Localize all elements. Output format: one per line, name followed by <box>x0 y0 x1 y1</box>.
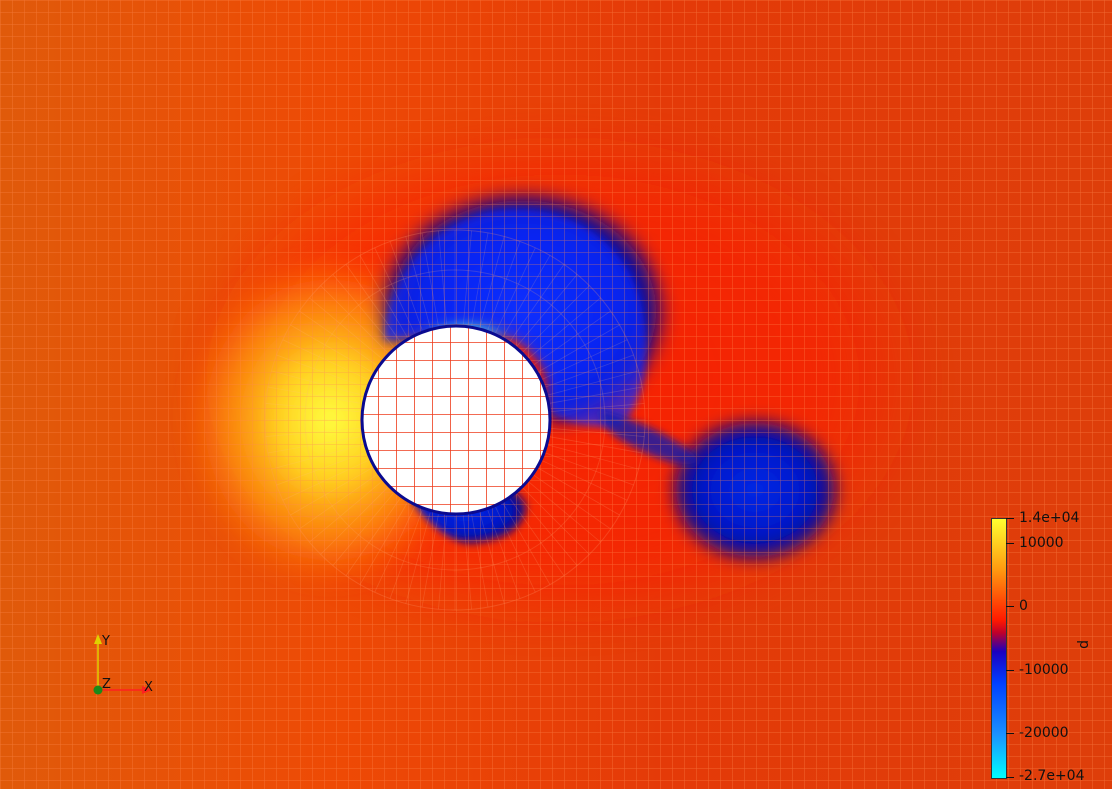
cylinder-obstacle <box>360 324 552 516</box>
pressure-colorbar <box>991 518 1007 779</box>
y-axis-label: Y <box>101 634 110 649</box>
x-axis-label: X <box>144 680 153 695</box>
y-axis-arrow <box>94 634 102 644</box>
colorbar-tick <box>1006 543 1014 544</box>
colorbar-tick <box>1006 733 1014 734</box>
colorbar-end-tick <box>1006 518 1014 519</box>
orientation-axes: Y Z X <box>93 634 153 695</box>
colorbar-max-label: 1.4e+04 <box>1019 510 1080 526</box>
colorbar-tick-label: 0 <box>1019 598 1028 614</box>
z-axis-dot <box>93 685 103 695</box>
colorbar-tick <box>1006 606 1014 607</box>
z-axis-label: Z <box>102 677 111 692</box>
colorbar-tick <box>1006 670 1014 671</box>
colorbar-tick-label: 10000 <box>1019 535 1064 551</box>
colorbar-tick-label: -20000 <box>1019 725 1069 741</box>
colorbar-tick-label: -10000 <box>1019 662 1069 678</box>
colorbar-end-tick <box>1006 777 1014 778</box>
colorbar-title: p <box>1076 640 1092 649</box>
x-axis-arrow <box>142 686 152 694</box>
colorbar-min-label: -2.7e+04 <box>1019 768 1085 784</box>
